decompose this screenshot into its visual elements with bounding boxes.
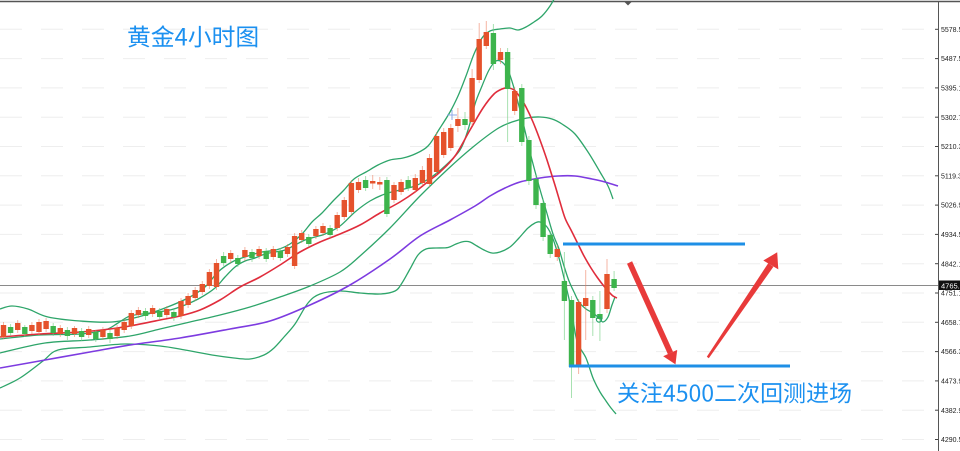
svg-text:4473.9: 4473.9 [941,379,960,386]
svg-text:5119.3: 5119.3 [941,173,960,180]
svg-text:5210.3: 5210.3 [941,144,960,151]
svg-text:4566.3: 4566.3 [941,349,960,356]
svg-text:4658.7: 4658.7 [941,320,960,327]
svg-text:5302.7: 5302.7 [941,115,960,122]
svg-text:4382.9: 4382.9 [941,408,960,415]
svg-text:5026.9: 5026.9 [941,203,960,210]
svg-text:5395.1: 5395.1 [941,86,960,93]
svg-text:5578.5: 5578.5 [941,27,960,34]
svg-text:4765.8: 4765.8 [941,281,960,290]
svg-text:4934.5: 4934.5 [941,232,960,239]
svg-text:4842.1: 4842.1 [941,261,960,268]
svg-text:4751.1: 4751.1 [941,291,960,298]
svg-text:5487.5: 5487.5 [941,56,960,63]
svg-text:4290.5: 4290.5 [941,437,960,444]
